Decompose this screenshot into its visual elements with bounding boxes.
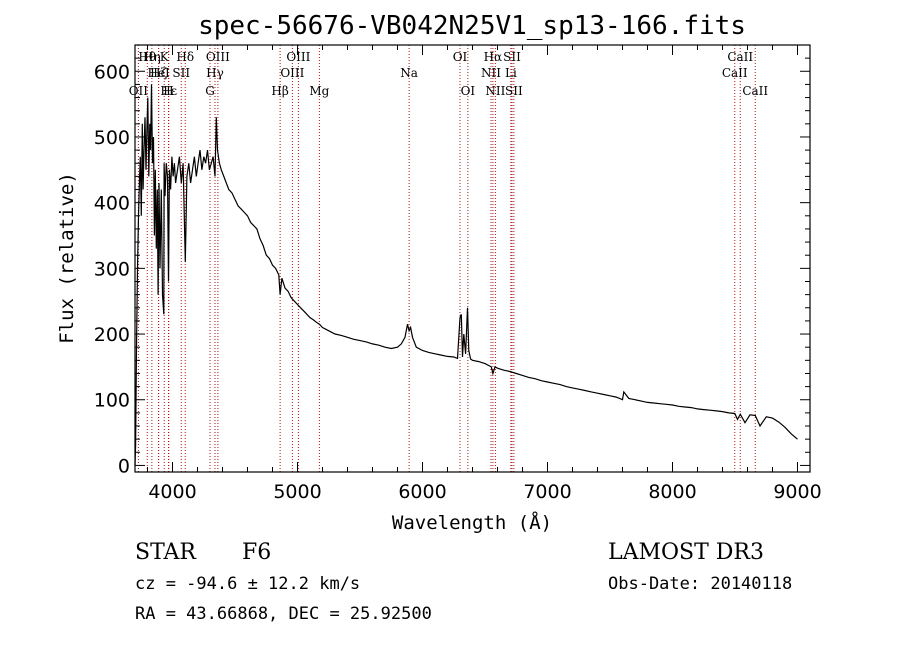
line-label: CaII: [727, 50, 753, 64]
y-tick-label: 500: [94, 127, 130, 149]
x-tick-label: 9000: [773, 481, 821, 503]
line-label: Na: [400, 66, 418, 80]
line-label: CaII: [722, 66, 748, 80]
line-label: Hα: [484, 50, 503, 64]
line-label: Hζ: [150, 66, 167, 80]
line-label: Li: [505, 66, 517, 80]
chart-title: spec-56676-VB042N25V1_sp13-166.fits: [198, 11, 746, 41]
line-label: Hβ: [271, 84, 288, 98]
line-label: OIII: [280, 66, 304, 80]
spectrum-trace: [134, 84, 798, 466]
line-label: Hη: [143, 50, 161, 64]
line-label: NII: [485, 84, 505, 98]
line-label: HeI: [147, 66, 170, 80]
line-label: SII: [503, 50, 521, 64]
y-axis-ticks: 0 100 200 300 400 500 600: [94, 44, 810, 477]
y-tick-label: 0: [118, 455, 130, 477]
x-tick-label: 5000: [273, 481, 321, 503]
ra-dec-coordinates: RA = 43.66868, DEC = 25.92500: [135, 604, 432, 624]
x-tick-label: 8000: [648, 481, 696, 503]
redshift-cz: cz = -94.6 ± 12.2 km/s: [135, 574, 360, 594]
x-axis-ticks: 4000 5000 6000 7000 8000 9000: [147, 45, 822, 503]
survey-name: LAMOST DR3: [608, 540, 764, 565]
observation-date: Obs-Date: 20140118: [608, 574, 792, 594]
line-label: OIII: [286, 50, 310, 64]
y-tick-label: 400: [94, 193, 130, 215]
object-subclass: F6: [242, 540, 271, 565]
line-label: OIII: [206, 50, 230, 64]
y-tick-label: 600: [94, 61, 130, 83]
line-label: Hγ: [206, 66, 224, 80]
line-label: OI: [453, 50, 468, 64]
y-tick-label: 100: [94, 390, 130, 412]
object-class: STAR: [135, 540, 197, 565]
line-label: SII: [172, 66, 190, 80]
line-label: OI: [461, 84, 476, 98]
line-label: G: [205, 84, 215, 98]
line-label: Mg: [309, 84, 329, 98]
x-tick-label: 4000: [148, 481, 196, 503]
line-label: Hε: [160, 84, 177, 98]
line-label: OII: [129, 84, 149, 98]
line-label: CaII: [742, 84, 768, 98]
line-label: SII: [505, 84, 523, 98]
y-axis-label: Flux (relative): [56, 172, 78, 344]
line-label: Hδ: [176, 50, 194, 64]
emission-line-markers: [137, 45, 756, 472]
y-tick-label: 200: [94, 324, 130, 346]
line-label: Hθ: [138, 50, 156, 64]
y-tick-label: 300: [94, 258, 130, 280]
x-axis-label: Wavelength (Å): [392, 511, 552, 534]
line-label: H: [163, 84, 173, 98]
line-label: NII: [481, 66, 501, 80]
line-label: K: [160, 50, 170, 64]
x-tick-label: 7000: [523, 481, 571, 503]
plot-frame: [134, 44, 811, 473]
x-tick-label: 6000: [398, 481, 446, 503]
